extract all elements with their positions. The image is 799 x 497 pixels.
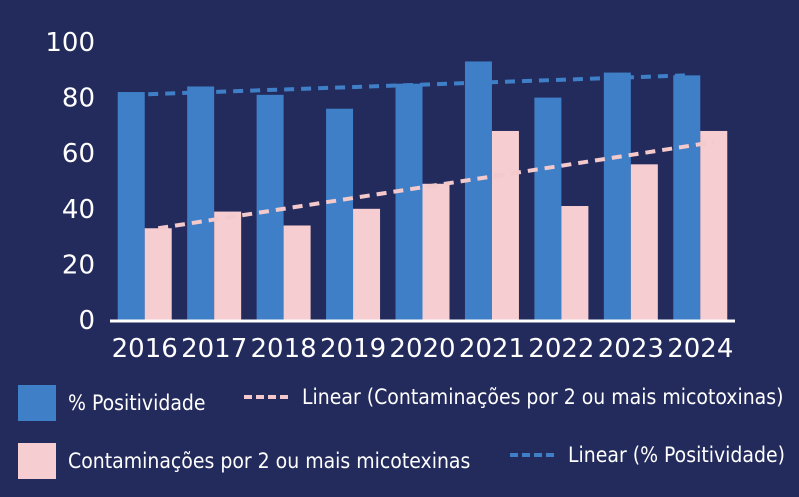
bar-positividade: [187, 86, 215, 320]
x-tick-label: 2022: [528, 334, 594, 364]
y-tick-label: 60: [62, 139, 95, 169]
y-tick-label: 0: [78, 306, 95, 336]
bar-contaminacoes: [630, 164, 658, 320]
bar-contaminacoes: [491, 130, 519, 320]
bar-positividade: [117, 92, 145, 320]
bar-contaminacoes: [353, 208, 381, 320]
trendlines: [131, 73, 715, 231]
x-tick-label: 2019: [320, 334, 386, 364]
bar-contaminacoes: [283, 225, 311, 320]
x-tick-label: 2016: [112, 334, 178, 364]
y-tick-label: 80: [62, 84, 95, 114]
bars: [117, 61, 728, 321]
bar-contaminacoes: [214, 211, 242, 320]
y-tick-label: 20: [62, 250, 95, 280]
y-axis-ticks: 0 20 40 60 80 100: [45, 28, 95, 336]
x-tick-label: 2024: [667, 334, 733, 364]
bar-positividade: [673, 75, 701, 320]
trendline-positividade: [131, 73, 687, 97]
bar-positividade: [464, 61, 492, 321]
bar-contaminacoes: [700, 130, 728, 320]
bar-contaminacoes: [422, 183, 450, 320]
x-axis-ticks: 2016 2017 2018 2019 2020 2021 2022 2023 2024: [112, 334, 734, 364]
y-tick-label: 40: [62, 195, 95, 225]
bar-positividade: [326, 108, 354, 320]
trendline-contaminacoes: [157, 140, 715, 231]
x-tick-label: 2021: [459, 334, 525, 364]
x-tick-label: 2023: [598, 334, 664, 364]
bar-contaminacoes: [144, 228, 172, 320]
bar-positividade: [534, 97, 562, 320]
x-tick-label: 2018: [251, 334, 317, 364]
x-tick-label: 2017: [181, 334, 247, 364]
bar-contaminacoes: [561, 206, 589, 320]
bar-positividade: [395, 83, 423, 320]
y-tick-label: 100: [45, 28, 95, 58]
bar-positividade: [603, 72, 631, 320]
x-tick-label: 2020: [389, 334, 455, 364]
bar-positividade: [256, 94, 284, 320]
